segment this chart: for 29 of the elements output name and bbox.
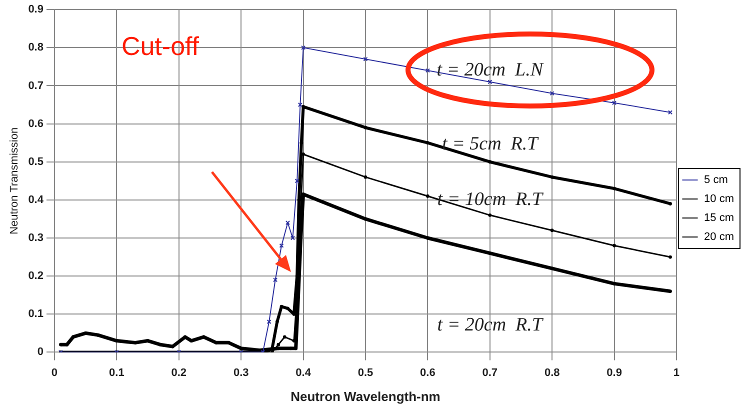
legend-label: 5 cm bbox=[700, 174, 728, 186]
x-tick-label: 0.3 bbox=[233, 366, 249, 379]
x-tick-label: 0.1 bbox=[109, 366, 124, 379]
x-tick-label: 0.2 bbox=[171, 366, 187, 379]
x-tick-label: 0.5 bbox=[358, 366, 374, 379]
legend-label: 10 cm bbox=[700, 193, 734, 206]
legend-label: 20 cm bbox=[700, 231, 734, 244]
x-tick-label: 1 bbox=[673, 366, 680, 379]
y-tick-label: 0.8 bbox=[28, 42, 44, 54]
x-tick-label: 0 bbox=[51, 366, 58, 379]
legend-label: 15 cm bbox=[700, 212, 734, 224]
annotation: t = 20cm R.T bbox=[437, 314, 544, 336]
y-tick-label: 0.1 bbox=[28, 308, 44, 320]
y-tick-label: 0.3 bbox=[28, 232, 44, 244]
y-tick-label: 0.7 bbox=[28, 80, 44, 92]
x-tick-label: 0.6 bbox=[420, 366, 436, 379]
x-axis-title: Neutron Wavelength-nm bbox=[290, 388, 440, 404]
x-tick-label: 0.9 bbox=[606, 366, 622, 379]
x-tick-label: 0.7 bbox=[482, 366, 498, 379]
y-tick-label: 0 bbox=[37, 346, 44, 358]
annotation: Cut-off bbox=[121, 30, 200, 61]
x-tick-label: 0.4 bbox=[296, 366, 312, 379]
y-tick-label: 0.9 bbox=[28, 4, 44, 16]
y-axis-title: Neutron Transmission bbox=[8, 127, 21, 234]
y-tick-label: 0.5 bbox=[28, 156, 44, 168]
y-tick-label: 0.6 bbox=[28, 118, 44, 130]
x-tick-label: 0.8 bbox=[544, 366, 560, 379]
y-tick-label: 0.4 bbox=[28, 194, 44, 206]
y-tick-label: 0.2 bbox=[28, 270, 44, 282]
